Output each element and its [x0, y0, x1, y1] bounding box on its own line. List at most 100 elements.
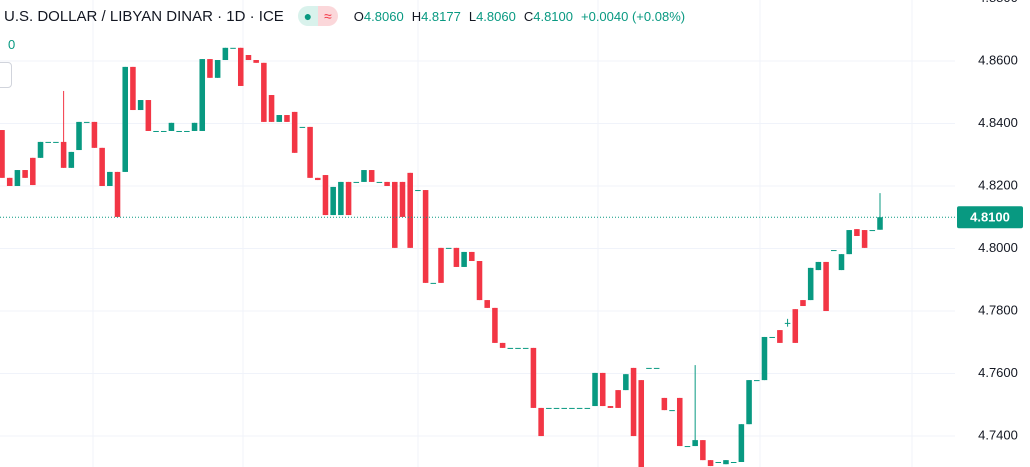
candle-body [800, 300, 806, 307]
candle-body [199, 59, 206, 131]
candle-body [753, 380, 760, 382]
ohlc-change: +0.0040 (+0.08%) [581, 8, 686, 24]
approx-icon[interactable]: ≈ [317, 6, 338, 26]
candle-body [6, 177, 13, 186]
candle-body [777, 330, 783, 343]
candle-body [831, 250, 837, 252]
candle-body [546, 407, 552, 409]
candle-body [338, 181, 344, 216]
candle-body [461, 251, 467, 267]
candle-body [368, 170, 375, 182]
toolbar-buttons[interactable]: ● ≈ [297, 6, 338, 26]
candle-body [376, 181, 383, 183]
indicator-value: 0 [8, 37, 16, 52]
ohlc-value: 4.8060 [363, 8, 404, 24]
candle-body [846, 230, 852, 255]
candle-body [530, 347, 537, 408]
candle-body [0, 130, 5, 178]
candle-body [630, 367, 637, 437]
candle-body [22, 170, 28, 178]
candle-body [145, 100, 152, 131]
candle-body [37, 141, 44, 158]
candle-body [430, 282, 437, 284]
candle-body [168, 122, 175, 131]
legend-header: U.S. DOLLAR / LIBYAN DINAR · 1D · ICE ● … [4, 5, 685, 27]
candle-body [345, 181, 352, 216]
y-tick-label: 4.7400 [978, 427, 1018, 442]
candle-body [607, 406, 614, 408]
candle-body [769, 336, 775, 338]
candle-body [738, 424, 745, 462]
candle-body [237, 47, 244, 86]
candle-body [553, 407, 560, 409]
candle-body [230, 47, 236, 49]
candle-body [30, 157, 36, 186]
candle-body [707, 460, 714, 467]
candle-body [114, 171, 121, 217]
candle-body [599, 372, 606, 407]
candle-body [245, 55, 252, 61]
candle-body [746, 380, 752, 425]
candle-body [45, 141, 51, 143]
candle-body [869, 230, 876, 232]
y-tick-label: 4.7600 [978, 365, 1018, 380]
status-dot[interactable]: ● [297, 6, 318, 26]
candle-body [415, 190, 421, 192]
last-price-tag [957, 206, 1023, 229]
candle-body [700, 440, 706, 461]
ohlc-value: 4.8100 [533, 8, 573, 24]
candle-body [253, 60, 259, 63]
candle-body [815, 261, 822, 271]
candle-body [422, 190, 429, 283]
y-tick-label: 4.8400 [978, 115, 1018, 130]
candle-body [330, 186, 336, 216]
candle-body [438, 247, 444, 283]
candle-body [107, 171, 113, 186]
ohlc-value: 4.8060 [476, 8, 516, 24]
candle-body [592, 372, 598, 407]
candle-body [99, 147, 105, 186]
candle-body [623, 374, 629, 391]
candle-body [214, 60, 221, 78]
candle-body [176, 130, 182, 132]
candle-body [838, 254, 845, 271]
candle-body [638, 380, 645, 467]
candle-body [484, 300, 490, 308]
candle-body [91, 121, 98, 148]
candle-body [646, 367, 652, 369]
y-tick-label: 4.8800 [978, 0, 1018, 5]
candle-body [730, 461, 737, 463]
candle-body [561, 407, 568, 409]
candle-body [384, 181, 390, 186]
candle-body [261, 62, 267, 122]
candle-body [784, 322, 791, 324]
candle-body [68, 151, 75, 168]
candle-body [207, 59, 213, 78]
candle-body [353, 181, 360, 183]
candle-body [53, 141, 59, 143]
candle-body [14, 170, 21, 186]
candle-body [476, 261, 483, 301]
candle-body [669, 410, 675, 412]
ohlc-label: L [468, 8, 477, 24]
side-control[interactable] [0, 62, 12, 88]
candle-body [130, 66, 136, 111]
candle-body [615, 390, 621, 408]
candle-body [877, 217, 883, 230]
candle-body [522, 347, 529, 349]
candle-body [361, 170, 367, 182]
candle-body [60, 141, 67, 168]
candle-body [122, 66, 129, 172]
candle-body [445, 247, 452, 249]
last-price-label: 4.8100 [970, 210, 1010, 225]
candle-body [184, 130, 190, 132]
candle-body [314, 177, 321, 181]
candle-body [676, 397, 683, 447]
candle-body [407, 172, 413, 248]
candle-body [576, 407, 583, 409]
y-tick-label: 4.7800 [978, 302, 1018, 317]
y-tick-label: 4.8000 [978, 240, 1018, 255]
candle-body [653, 367, 660, 369]
candle-body [715, 461, 722, 463]
